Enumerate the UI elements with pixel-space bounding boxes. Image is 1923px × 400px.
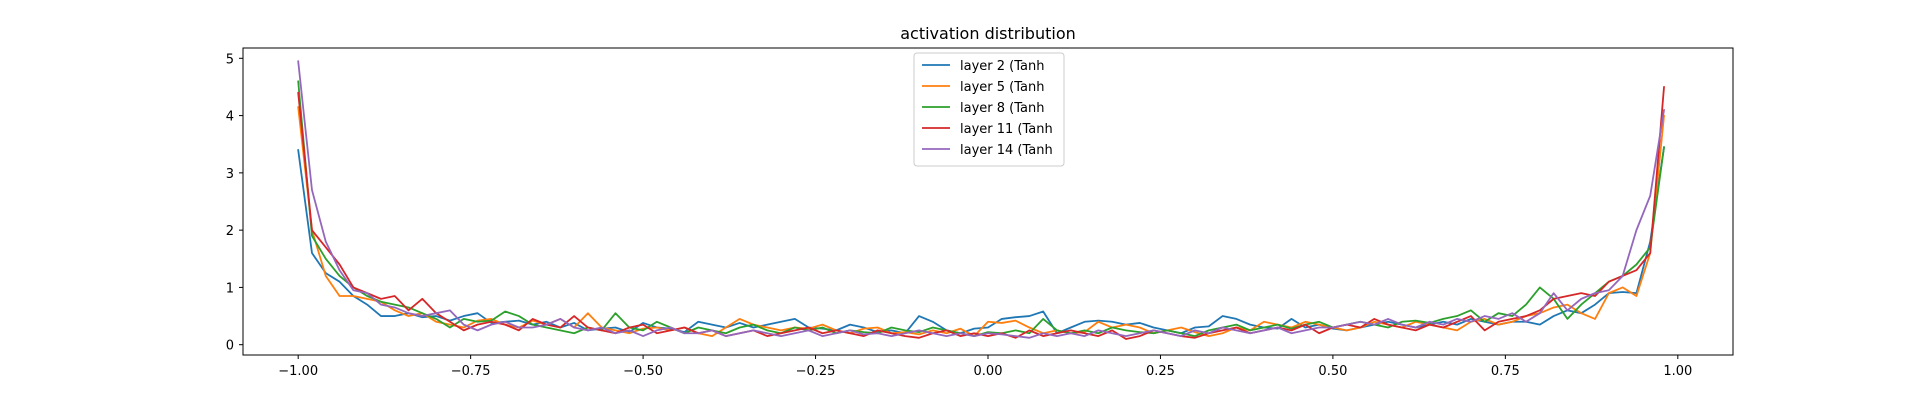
x-axis: −1.00 −0.75 −0.50 −0.25 0.00 0.25 0.50 0.75 1.00 xyxy=(278,355,1692,379)
x-tick-label: 1.00 xyxy=(1663,364,1692,379)
legend-box xyxy=(913,52,1065,167)
y-tick-label: 1 xyxy=(226,281,234,296)
y-tick-label: 2 xyxy=(226,224,234,239)
x-tick-label: 0.00 xyxy=(974,364,1003,379)
x-tick-label: 0.25 xyxy=(1146,364,1175,379)
y-tick-label: 3 xyxy=(226,167,234,182)
y-tick-label: 0 xyxy=(226,339,234,354)
chart-title: activation distribution xyxy=(900,24,1076,43)
legend-label: layer 2 (Tanh xyxy=(960,59,1044,74)
y-axis: 0 1 2 3 4 5 xyxy=(226,52,243,354)
legend: layer 2 (Tanh layer 5 (Tanh layer 8 (Tanh l… xyxy=(913,52,1065,167)
x-tick-label: −0.75 xyxy=(451,364,491,379)
series-line-5 xyxy=(297,60,1665,339)
x-tick-label: 0.50 xyxy=(1318,364,1347,379)
x-tick-label: 0.75 xyxy=(1491,364,1520,379)
legend-label: layer 8 (Tanh xyxy=(960,101,1044,116)
x-tick-label: −0.25 xyxy=(796,364,836,379)
x-tick-label: −1.00 xyxy=(278,364,318,379)
legend-label: layer 11 (Tanh xyxy=(960,122,1053,137)
legend-label: layer 14 (Tanh xyxy=(960,143,1053,158)
x-tick-label: −0.50 xyxy=(623,364,663,379)
y-tick-label: 5 xyxy=(226,52,234,67)
legend-label: layer 5 (Tanh xyxy=(960,80,1044,95)
y-tick-label: 4 xyxy=(226,110,234,125)
series-lines xyxy=(297,60,1665,340)
